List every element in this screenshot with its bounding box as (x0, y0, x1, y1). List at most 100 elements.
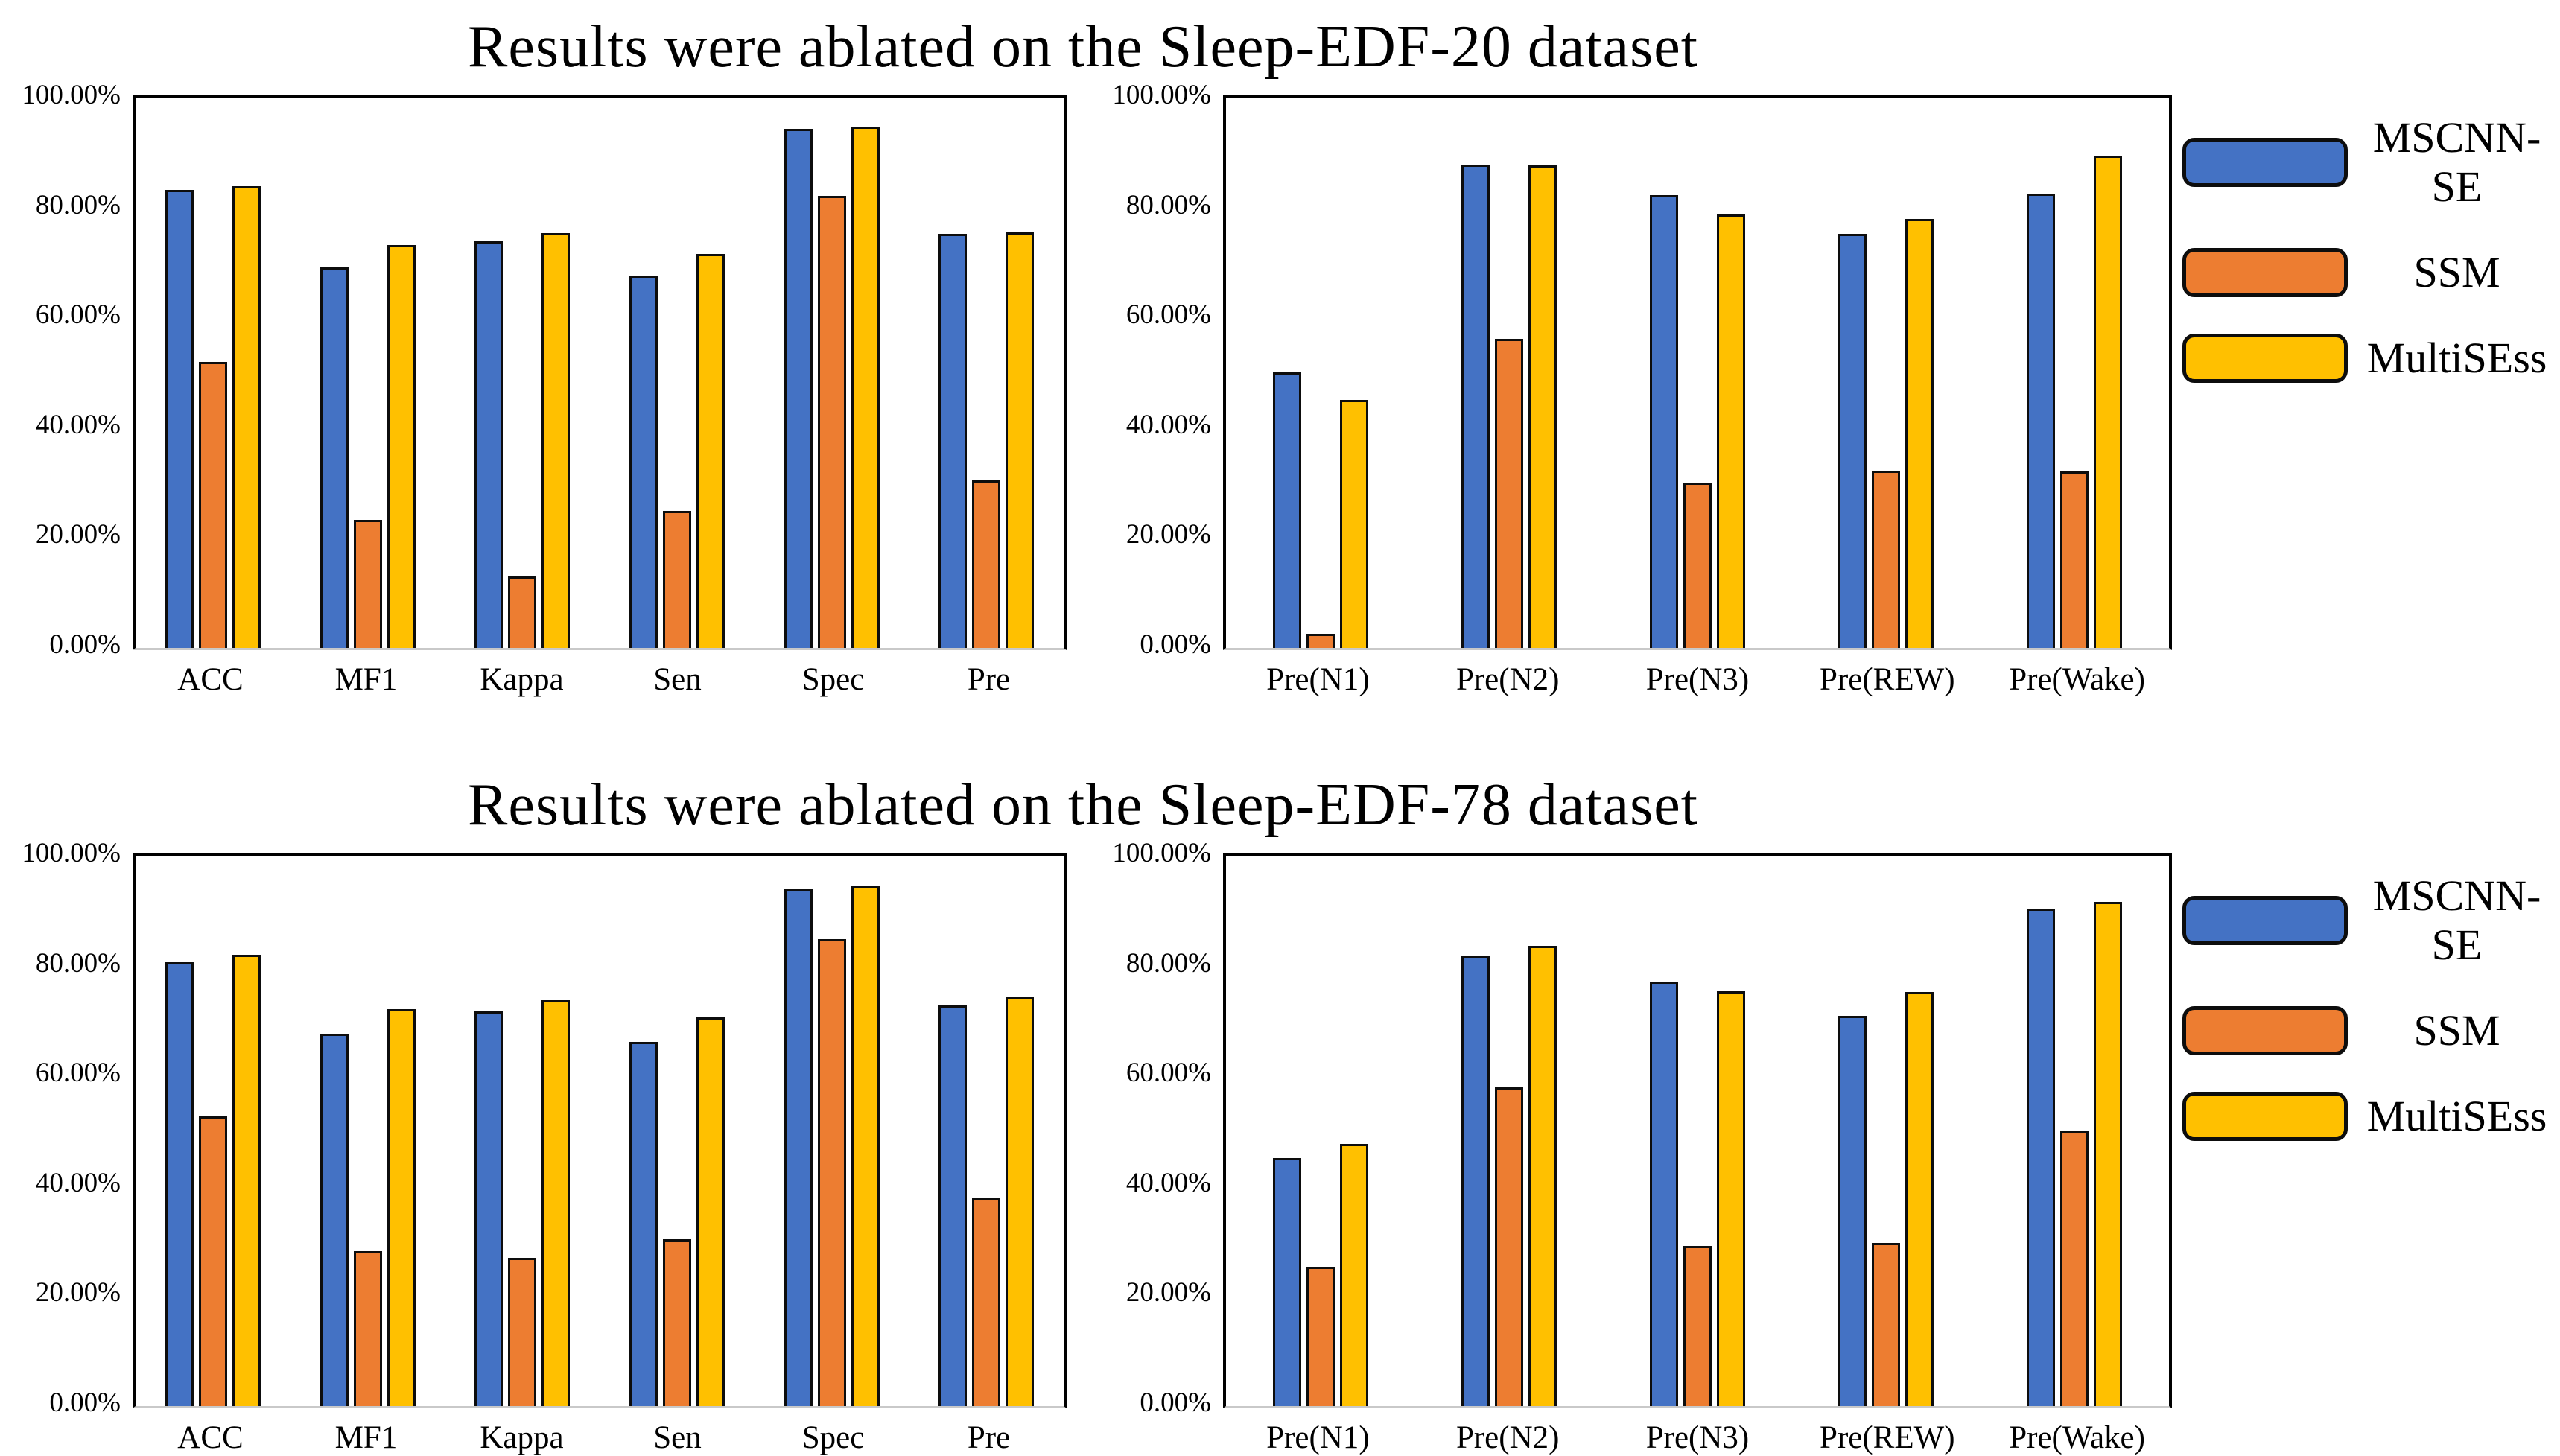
bar-MSCNN-SE-Kappa (474, 241, 504, 648)
bar-SSM-Kappa (508, 576, 537, 648)
category-group-Pre (909, 98, 1064, 648)
bar-MultiSEss-Kappa (541, 999, 571, 1406)
x-axis-labels: Pre(N1) Pre(N2) Pre(N3) Pre(REW) Pre(Wake) (1223, 1420, 2172, 1456)
bar-MultiSEss-Spec (851, 886, 880, 1406)
y-tick-label: 80.00% (1125, 947, 1211, 979)
sleep-edf-20-section: Results were ablated on the Sleep-EDF-20… (0, 0, 2560, 727)
bar-MSCNN-SE-Spec (784, 889, 813, 1406)
y-tick-label: 20.00% (1125, 1277, 1211, 1309)
plot-area (133, 95, 1067, 650)
legend-swatch-MSCNN-SE (2182, 138, 2348, 187)
y-tick-label: 100.00% (22, 838, 121, 868)
category-group-Pre (909, 856, 1064, 1406)
x-axis-labels: Pre(N1) Pre(N2) Pre(N3) Pre(REW) Pre(Wake) (1223, 662, 2172, 698)
plot-area (133, 853, 1067, 1408)
category-group-Pre(REW) (1792, 98, 1981, 648)
category-group-Sen (600, 98, 755, 648)
category-group-ACC (136, 856, 290, 1406)
y-tick-label: 80.00% (35, 189, 121, 220)
category-label: Pre(N2) (1455, 662, 1560, 697)
y-tick-label: 100.00% (1112, 838, 1211, 868)
category-group-Spec (755, 856, 909, 1406)
legend-item: SSM (2172, 248, 2560, 297)
category-group-Kappa (445, 98, 600, 648)
legend-swatch-MultiSEss (2182, 334, 2348, 383)
y-tick-label: 0.00% (1140, 629, 1211, 660)
category-group-Pre(N1) (1226, 98, 1414, 648)
bar-SSM-Pre(N3) (1683, 1245, 1712, 1406)
legend-edf78: MSCNN-SE SSM MultiSEss (2172, 871, 2560, 1456)
bar-SSM-Pre(Wake) (2060, 1130, 2089, 1406)
bar-MSCNN-SE-Sen (629, 275, 658, 648)
bar-MSCNN-SE-Pre(N2) (1461, 164, 1490, 648)
category-group-Spec (755, 98, 909, 648)
y-tick-label: 60.00% (35, 1058, 121, 1089)
legend-label: MSCNN-SE (2372, 871, 2541, 969)
y-tick-label: 40.00% (1125, 409, 1211, 440)
legend-swatch-SSM (2182, 248, 2348, 297)
category-label: Pre(N2) (1455, 1420, 1560, 1455)
category-label: MF1 (334, 662, 398, 697)
y-axis: 100.00% 80.00% 60.00% 40.00% 20.00% 0.00% (0, 839, 133, 1418)
y-tick-label: 40.00% (35, 1167, 121, 1198)
bar-MultiSEss-MF1 (387, 245, 416, 648)
per-class-precision-chart-edf20: 100.00% 80.00% 60.00% 40.00% 20.00% 0.00% Pre(… (1067, 80, 2172, 698)
category-label: Pre (967, 1420, 1011, 1455)
bar-MSCNN-SE-ACC (165, 190, 194, 648)
bar-SSM-Sen (662, 510, 691, 648)
category-label: Kappa (480, 1420, 564, 1455)
category-label: Pre(N3) (1645, 662, 1750, 697)
category-group-MF1 (290, 856, 445, 1406)
category-label: Pre(N1) (1266, 1420, 1370, 1455)
plot-area (1223, 853, 2172, 1408)
category-group-Kappa (445, 856, 600, 1406)
bar-MSCNN-SE-MF1 (320, 1033, 349, 1406)
y-tick-label: 0.00% (49, 1387, 121, 1418)
y-tick-label: 80.00% (1125, 189, 1211, 220)
legend-item: MultiSEss (2172, 334, 2560, 383)
category-label: Pre(Wake) (2009, 662, 2145, 697)
bar-SSM-Pre (972, 1197, 1001, 1406)
bar-SSM-Spec (817, 195, 846, 648)
bar-MultiSEss-MF1 (387, 1009, 416, 1406)
y-tick-label: 0.00% (49, 629, 121, 660)
bar-SSM-Pre(Wake) (2060, 471, 2089, 648)
bar-SSM-Pre(N3) (1683, 482, 1712, 648)
category-group-MF1 (290, 98, 445, 648)
category-label: Pre(N1) (1266, 662, 1370, 697)
legend-item: MSCNN-SE (2172, 871, 2560, 970)
bar-MultiSEss-Pre(Wake) (2094, 155, 2123, 648)
sleep-edf-78-section: Results were ablated on the Sleep-EDF-78… (0, 727, 2560, 1456)
bar-MSCNN-SE-Pre(Wake) (2027, 909, 2056, 1406)
bar-MSCNN-SE-Pre(REW) (1838, 1016, 1867, 1406)
bar-MultiSEss-Pre (1006, 996, 1035, 1406)
bar-SSM-Pre(N1) (1306, 1267, 1335, 1406)
bar-MultiSEss-Pre(N3) (1717, 214, 1745, 648)
category-label: Sen (653, 662, 702, 697)
y-axis: 100.00% 80.00% 60.00% 40.00% 20.00% 0.00% (1067, 80, 1223, 660)
bar-MSCNN-SE-ACC (165, 961, 194, 1406)
bar-SSM-Pre(N2) (1494, 339, 1523, 648)
sleep-edf-20-charts-row: 100.00% 80.00% 60.00% 40.00% 20.00% 0.00% ACC M… (0, 80, 2560, 698)
y-tick-label: 40.00% (1125, 1167, 1211, 1198)
legend-swatch-MultiSEss (2182, 1092, 2348, 1141)
category-label: Pre(Wake) (2009, 1420, 2145, 1455)
bar-MSCNN-SE-Pre(REW) (1838, 234, 1867, 648)
legend-item: MSCNN-SE (2172, 113, 2560, 212)
bar-MultiSEss-Pre(N2) (1528, 165, 1557, 648)
legend-label: MultiSEss (2366, 1092, 2547, 1140)
bar-SSM-Pre(N1) (1306, 633, 1335, 648)
bar-MSCNN-SE-Kappa (474, 1011, 504, 1406)
per-class-precision-chart-edf78: 100.00% 80.00% 60.00% 40.00% 20.00% 0.00% Pre(… (1067, 839, 2172, 1456)
category-label: ACC (177, 662, 244, 697)
bar-SSM-Spec (817, 938, 846, 1406)
category-group-Pre(N1) (1226, 856, 1414, 1406)
category-label: Sen (653, 1420, 702, 1455)
y-tick-label: 100.00% (1112, 80, 1211, 110)
bar-MSCNN-SE-Pre(N2) (1461, 955, 1490, 1406)
y-tick-label: 20.00% (35, 519, 121, 550)
category-group-Pre(REW) (1792, 856, 1981, 1406)
overall-metrics-chart-edf20: 100.00% 80.00% 60.00% 40.00% 20.00% 0.00% ACC M… (0, 80, 1067, 698)
bar-MultiSEss-Pre(N1) (1339, 400, 1368, 648)
bar-MultiSEss-Sen (696, 1017, 725, 1406)
